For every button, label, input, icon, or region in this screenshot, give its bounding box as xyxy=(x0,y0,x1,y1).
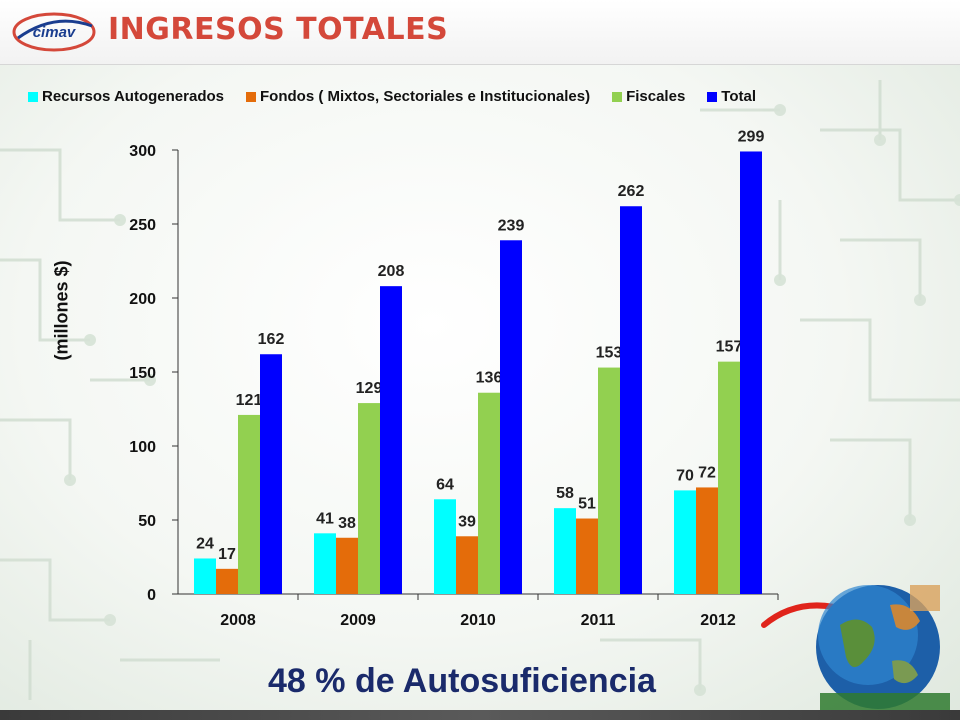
bar-total-2011 xyxy=(620,206,642,595)
bar-total-2010 xyxy=(500,240,522,594)
bottom-bar xyxy=(0,710,960,720)
data-label: 162 xyxy=(258,331,285,348)
data-label: 39 xyxy=(458,513,476,530)
autosufficiency-caption: 48 % de Autosuficiencia xyxy=(268,662,656,700)
chart-legend: Recursos Autogenerados Fondos ( Mixtos, … xyxy=(28,88,756,105)
data-label: 208 xyxy=(378,263,405,280)
data-label: 262 xyxy=(618,183,645,200)
y-tick-label: 100 xyxy=(129,439,156,456)
data-label: 157 xyxy=(716,339,743,356)
y-tick-label: 0 xyxy=(147,587,156,604)
bar-recursos-2012 xyxy=(674,490,696,594)
y-tick-label: 300 xyxy=(129,143,156,160)
legend-swatch xyxy=(28,91,38,102)
page-title: INGRESOS TOTALES xyxy=(108,12,449,47)
legend-item-fondos: Fondos ( Mixtos, Sectoriales e Instituci… xyxy=(246,88,590,105)
data-label: 64 xyxy=(436,476,454,493)
y-tick-label: 150 xyxy=(129,365,156,382)
y-tick-label: 200 xyxy=(129,291,156,308)
bar-total-2009 xyxy=(380,286,402,594)
legend-label: Total xyxy=(721,88,757,105)
bar-fiscales-2010 xyxy=(478,392,500,594)
data-label: 51 xyxy=(578,496,596,513)
bar-fondos-2010 xyxy=(456,536,478,594)
data-label: 129 xyxy=(356,380,383,397)
legend-item-fiscales: Fiscales xyxy=(612,88,685,105)
data-label: 58 xyxy=(556,485,574,502)
data-label: 24 xyxy=(196,535,214,552)
data-label: 121 xyxy=(236,392,263,409)
x-tick-label: 2011 xyxy=(581,612,616,629)
bar-fiscales-2009 xyxy=(358,403,380,594)
data-label: 299 xyxy=(738,128,765,145)
bar-total-2012 xyxy=(740,151,762,595)
bar-fiscales-2008 xyxy=(238,414,260,594)
bar-fondos-2009 xyxy=(336,537,358,594)
x-tick-label: 2008 xyxy=(220,612,256,629)
data-label: 70 xyxy=(676,467,694,484)
bar-fondos-2012 xyxy=(696,487,718,594)
data-label: 17 xyxy=(218,546,236,563)
bar-recursos-2008 xyxy=(194,558,216,594)
data-label: 72 xyxy=(698,464,716,481)
bar-fondos-2008 xyxy=(216,568,238,594)
y-tick-label: 250 xyxy=(129,217,156,234)
legend-swatch xyxy=(612,91,623,102)
bar-fondos-2011 xyxy=(576,518,598,594)
x-tick-label: 2010 xyxy=(460,612,496,629)
bar-recursos-2010 xyxy=(434,499,456,594)
cimav-logo: cimav xyxy=(12,12,96,52)
logo-text: cimav xyxy=(33,24,77,41)
y-tick-label: 50 xyxy=(138,513,156,530)
bar-recursos-2011 xyxy=(554,508,576,594)
legend-label: Recursos Autogenerados xyxy=(42,88,224,105)
legend-swatch xyxy=(246,91,256,102)
data-label: 239 xyxy=(498,217,525,234)
legend-item-recursos: Recursos Autogenerados xyxy=(28,88,224,105)
data-label: 136 xyxy=(476,370,503,387)
x-tick-label: 2009 xyxy=(340,612,376,629)
legend-label: Fiscales xyxy=(626,88,686,105)
globe-graphic xyxy=(761,585,950,715)
bar-fiscales-2011 xyxy=(598,367,620,594)
legend-label: Fondos ( Mixtos, Sectoriales e Instituci… xyxy=(260,88,591,105)
legend-swatch xyxy=(707,91,718,102)
bar-total-2008 xyxy=(260,354,282,594)
bar-fiscales-2012 xyxy=(718,361,740,594)
legend-item-total: Total xyxy=(707,88,756,105)
bar-recursos-2009 xyxy=(314,533,336,594)
header-bar: cimav INGRESOS TOTALES xyxy=(0,0,960,65)
x-tick-label: 2012 xyxy=(700,612,736,629)
data-label: 38 xyxy=(338,515,356,532)
data-label: 153 xyxy=(596,345,623,362)
data-label: 41 xyxy=(316,510,334,527)
